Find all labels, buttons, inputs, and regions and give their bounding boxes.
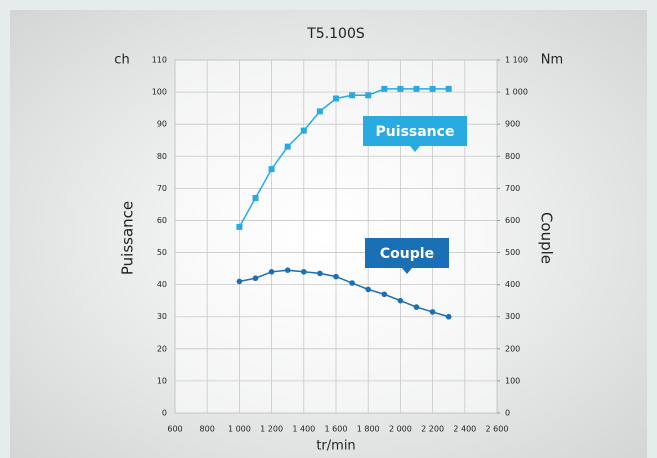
- x-label: tr/min: [316, 439, 355, 454]
- point: [252, 275, 259, 282]
- point: [413, 85, 420, 92]
- y-tick-label: 50: [157, 248, 167, 257]
- point: [445, 85, 452, 92]
- x-tick-label: 800: [200, 425, 215, 434]
- point: [429, 309, 436, 315]
- y-tick-label: 30: [157, 312, 167, 321]
- point: [268, 166, 275, 173]
- x-tick-label: 1 600: [325, 425, 348, 434]
- y2-tick-label: 400: [505, 280, 520, 289]
- y2-tick-label: 900: [505, 120, 520, 129]
- point: [365, 92, 372, 99]
- y-tick-label: 80: [157, 152, 167, 161]
- point: [316, 108, 323, 115]
- y-tick-label: 60: [157, 216, 167, 225]
- x-tick-label: 2 000: [389, 425, 412, 434]
- point: [284, 143, 291, 150]
- legend-label: Puissance: [376, 124, 455, 140]
- point: [333, 95, 339, 102]
- point: [445, 313, 452, 320]
- y2-tick-label: 100: [505, 376, 520, 385]
- y2-tick-label: 0: [505, 409, 510, 418]
- y-unit: ch: [114, 53, 129, 68]
- y2-tick-label: 800: [505, 152, 520, 161]
- point: [381, 291, 388, 298]
- point: [349, 92, 356, 99]
- x-tick-label: 1 800: [357, 425, 380, 434]
- point: [300, 127, 307, 134]
- y-tick-label: 20: [157, 344, 167, 353]
- chart-title: T5.100S: [306, 26, 365, 42]
- point: [397, 297, 404, 304]
- point: [268, 269, 275, 275]
- point: [397, 85, 404, 92]
- x-tick-label: 2 400: [453, 425, 476, 434]
- legend-box: [365, 238, 449, 268]
- y2-tick-label: 1 000: [505, 88, 528, 97]
- x-tick-label: 2 200: [421, 425, 444, 434]
- y-tick-label: 0: [162, 409, 167, 418]
- y2-tick-label: 500: [505, 248, 520, 257]
- y2-tick-label: 1 100: [505, 56, 528, 65]
- y-tick-label: 10: [157, 376, 167, 385]
- point: [349, 280, 355, 286]
- x-tick-label: 1 400: [292, 425, 315, 434]
- y-tick-label: 90: [157, 120, 167, 129]
- y2-tick-label: 600: [505, 216, 520, 225]
- y2-tick-label: 700: [505, 184, 520, 193]
- y-tick-label: 40: [157, 280, 167, 289]
- x-tick-label: 600: [167, 425, 182, 434]
- x-tick-label: 1 200: [260, 425, 283, 434]
- x-tick-label: 2 600: [486, 425, 509, 434]
- point: [333, 273, 339, 280]
- y2-unit: Nm: [541, 53, 563, 68]
- x-tick-label: 1 000: [228, 425, 251, 434]
- point: [301, 269, 307, 275]
- y-tick-label: 70: [157, 184, 167, 193]
- legend-pointer: [402, 268, 412, 274]
- y-tick-label: 100: [152, 88, 167, 97]
- y-label: Puissance: [119, 201, 137, 275]
- y-tick-label: 110: [152, 56, 167, 65]
- legend-label: Couple: [380, 246, 434, 262]
- point: [381, 85, 388, 92]
- y2-tick-label: 300: [505, 312, 520, 321]
- point: [252, 194, 259, 201]
- point: [284, 267, 291, 273]
- point: [365, 286, 372, 293]
- point: [429, 85, 436, 92]
- y2-label: Couple: [538, 212, 556, 264]
- point: [317, 270, 323, 277]
- legend-pointer: [410, 146, 420, 152]
- point: [236, 223, 243, 230]
- y2-tick-label: 200: [505, 344, 520, 353]
- legend-box: [363, 116, 467, 146]
- point: [413, 304, 420, 310]
- point: [236, 278, 243, 285]
